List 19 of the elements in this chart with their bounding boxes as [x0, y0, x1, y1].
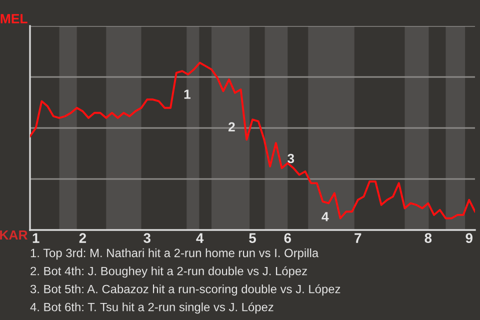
- x-tick-label: 4: [196, 233, 204, 243]
- x-tick-label: 1: [32, 233, 40, 243]
- text: 2. Bot 4th: J. Boughey hit a 2-run double vs J. López: [30, 266, 307, 278]
- text: KAR: [0, 230, 28, 240]
- text: 4. Bot 6th: T. Tsu hit a 2-run single vs J. López: [30, 302, 274, 314]
- x-tick-label: 3: [144, 233, 150, 243]
- text: 1. Top 3rd: M. Nathari hit a 2-run home run vs I. Orpilla: [30, 248, 319, 260]
- annotation: 4: [322, 212, 329, 222]
- x-tick-label: 9: [466, 233, 472, 243]
- text: 3. Bot 5th: A. Cabazoz hit a run-scoring double vs J. López: [30, 284, 340, 296]
- annotation: 3: [288, 154, 294, 164]
- x-tick-label: 2: [79, 233, 86, 243]
- x-tick-label: 6: [284, 233, 291, 243]
- annotation: 1: [184, 90, 190, 99]
- text: MEL: [0, 14, 28, 24]
- x-tick-label: 7: [354, 233, 362, 243]
- annotation: 2: [228, 122, 235, 132]
- x-tick-label: 5: [249, 233, 256, 243]
- x-tick-label: 8: [424, 233, 432, 243]
